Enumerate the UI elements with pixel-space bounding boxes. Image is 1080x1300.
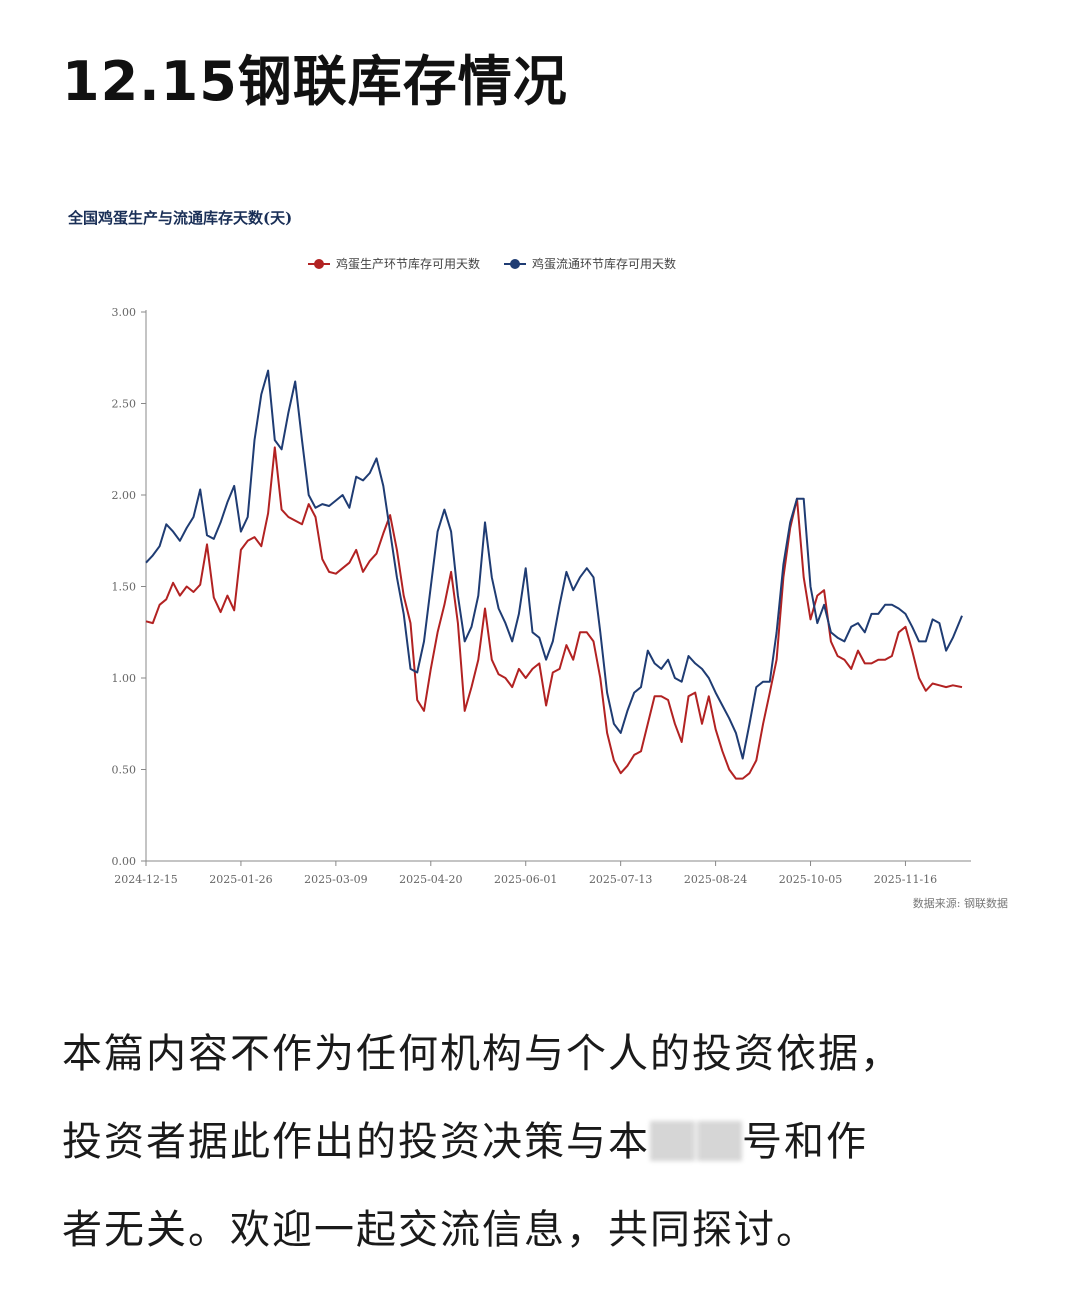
- x-tick-label: 2025-11-16: [874, 873, 937, 886]
- disclaimer-line-2a: 投资者据此作出的投资决策与本: [62, 1119, 650, 1165]
- x-tick-label: 2025-10-05: [779, 873, 842, 886]
- chart-source: 数据来源: 钢联数据: [912, 897, 1008, 910]
- disclaimer-line-1: 本篇内容不作为任何机构与个人的投资依据，: [62, 1031, 902, 1077]
- series-line-production: [145, 446, 963, 780]
- page-title: 12.15钢联库存情况: [62, 50, 568, 113]
- legend-label-circulation: 鸡蛋流通环节库存可用天数: [532, 257, 677, 271]
- legend-swatch-production: [308, 258, 330, 269]
- y-tick-label: 3.00: [112, 306, 137, 319]
- x-tick-label: 2025-01-26: [209, 873, 272, 886]
- x-tick-label: 2025-03-09: [304, 873, 367, 886]
- blurred-account-name: [650, 1121, 742, 1161]
- series-line-circulation: [145, 369, 963, 760]
- x-tick-label: 2024-12-15: [114, 873, 177, 886]
- disclaimer-line-2b: 号和作: [742, 1119, 868, 1165]
- x-tick-label: 2025-06-01: [494, 873, 557, 886]
- legend-swatch-circulation: [504, 258, 527, 269]
- x-tick-label: 2025-04-20: [399, 873, 462, 886]
- chart-card: 0.00 0.50 1.00 1.50 2.00 2.50 3.00 2024-12-15 20…: [58, 195, 1018, 925]
- y-tick-label: 1.00: [112, 672, 137, 685]
- disclaimer: 本篇内容不作为任何机构与个人的投资依据， 投资者据此作出的投资决策与本 号和作 者…: [62, 1010, 1032, 1274]
- x-tick-label: 2025-07-13: [589, 873, 652, 886]
- y-tick-label: 2.00: [112, 489, 137, 502]
- x-tick-label: 2025-08-24: [684, 873, 747, 886]
- y-tick-label: 1.50: [112, 581, 137, 594]
- y-tick-label: 0.00: [112, 855, 137, 868]
- line-chart: 0.00 0.50 1.00 1.50 2.00 2.50 3.00 2024-12-15 20…: [112, 306, 971, 886]
- disclaimer-line-3: 者无关。欢迎一起交流信息，共同探讨。: [62, 1207, 818, 1253]
- chart-legend: 鸡蛋生产环节库存可用天数 鸡蛋流通环节库存可用天数: [308, 255, 676, 272]
- y-tick-label: 2.50: [112, 398, 137, 411]
- legend-item-circulation: 鸡蛋流通环节库存可用天数: [504, 255, 676, 272]
- chart-title: 全国鸡蛋生产与流通库存天数(天): [68, 209, 293, 227]
- legend-item-production: 鸡蛋生产环节库存可用天数: [308, 255, 480, 272]
- y-tick-label: 0.50: [112, 764, 137, 777]
- legend-label-production: 鸡蛋生产环节库存可用天数: [336, 257, 481, 271]
